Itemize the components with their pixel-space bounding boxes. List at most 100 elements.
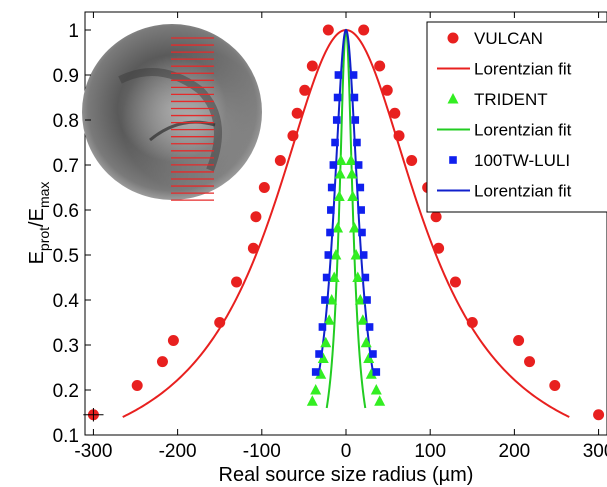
vulcan-point [274,155,286,166]
100tw-luli-point [327,206,335,214]
vulcan-point [291,107,303,119]
vulcan-point [299,84,311,96]
x-tick-label: -200 [159,441,197,462]
y-tick-label: 1 [68,21,79,42]
vulcan-point [214,317,226,328]
100tw-luli-point [354,161,363,169]
vulcan-point [258,182,270,193]
vulcan-point [524,356,536,368]
vulcan-point [250,211,262,223]
vulcan-point [167,335,179,346]
fit-line-100tw-luli [318,28,374,373]
y-axis-title-main: E [26,251,48,264]
vulcan-point [513,335,525,346]
trident-point [346,168,358,179]
x-axis: -300 -200 -100 0 100 200 300 [74,12,607,462]
y-tick-label: 0.5 [53,246,79,267]
trident-point [363,352,375,363]
vulcan-point [393,130,405,142]
legend-square-swatch [449,156,457,164]
y-axis-title-mid: /E [26,208,48,227]
legend-item-1: Lorentzian fit [437,60,572,79]
fit-curves [122,28,570,418]
y-tick-label: 0.8 [53,111,79,132]
100tw-luli-point [361,273,370,282]
vulcan-point [358,24,370,36]
100tw-luli-point [326,228,334,237]
legend-label: Lorentzian fit [474,121,572,140]
vulcan-point [247,242,259,254]
trident-point [306,395,318,406]
trident-point [348,222,360,233]
trident-point [335,154,347,165]
100tw-luli-point [331,138,339,147]
100tw-luli-point [332,116,341,124]
vulcan-point [389,107,401,119]
vulcan-point [322,24,334,36]
trident-point [323,314,335,325]
trident-point [317,352,329,363]
y-tick-label: 0.9 [53,66,79,87]
legend-box [426,21,607,213]
100tw-luli-point [315,350,323,358]
100tw-luli-point [372,368,381,376]
inset-line-markers [171,37,214,201]
trident-point [370,384,382,395]
100tw-luli-point [351,116,360,124]
trident-point [350,249,362,260]
y-tick-label: 0.1 [53,426,79,447]
vulcan-point [156,356,168,368]
100tw-luli-point [322,273,331,282]
y-tick-label: 0.6 [53,201,79,222]
legend-label: TRIDENT [474,90,548,109]
x-tick-label: 0 [341,441,352,462]
y-axis-title-sub1: prot [36,227,52,251]
legend-label: 100TW-LULI [474,151,570,170]
legend-label: Lorentzian fit [474,60,572,79]
trident-point [332,222,344,233]
x-tick-label: 100 [414,441,446,462]
trident-point [365,368,377,379]
100tw-luli-point [349,71,358,79]
vulcan-point [430,211,442,223]
trident-point [352,271,364,282]
100tw-luli-point [356,183,365,192]
vulcan-point [593,409,605,421]
legend-item-2: TRIDENT [447,90,548,109]
100tw-luli-point [318,323,327,331]
100tw-luli-point [333,93,342,102]
y-axis-title: Eprot/Emax [26,182,52,265]
100tw-luli-point [359,251,368,259]
100tw-luli-point [358,228,366,237]
legend-item-4: 100TW-LULI [449,151,570,170]
x-axis-title: Real source size radius (µm) [219,464,474,486]
trident-point [347,190,359,201]
trident-point [374,395,386,406]
inset-beam-image [82,24,262,201]
legend-circle-swatch [447,32,459,44]
legend-triangle-swatch [447,93,459,104]
100tw-luli-point [327,183,336,192]
trident-point [357,314,369,325]
100tw-luli-point [334,71,343,79]
100tw-luli-point [321,296,329,304]
trident-point [345,154,357,165]
trident-point [330,249,342,260]
trident-point [354,294,366,305]
vulcan-point [549,380,561,391]
vulcan-point [287,130,299,142]
vulcan-point [231,276,243,288]
vulcan-point [131,380,143,391]
100tw-luli-point [329,161,338,169]
legend-label: VULCAN [474,29,543,48]
legend-item-5: Lorentzian fit [437,182,572,201]
100tw-luli-point [369,350,377,358]
x-tick-label: -300 [74,441,112,462]
vulcan-point [449,276,461,288]
data-markers [87,24,605,421]
100tw-luli-point [353,138,361,147]
100tw-luli-point [365,323,374,331]
error-bar [83,408,104,422]
y-axis-title-sub2: max [36,182,52,208]
vulcan-point [381,84,393,96]
